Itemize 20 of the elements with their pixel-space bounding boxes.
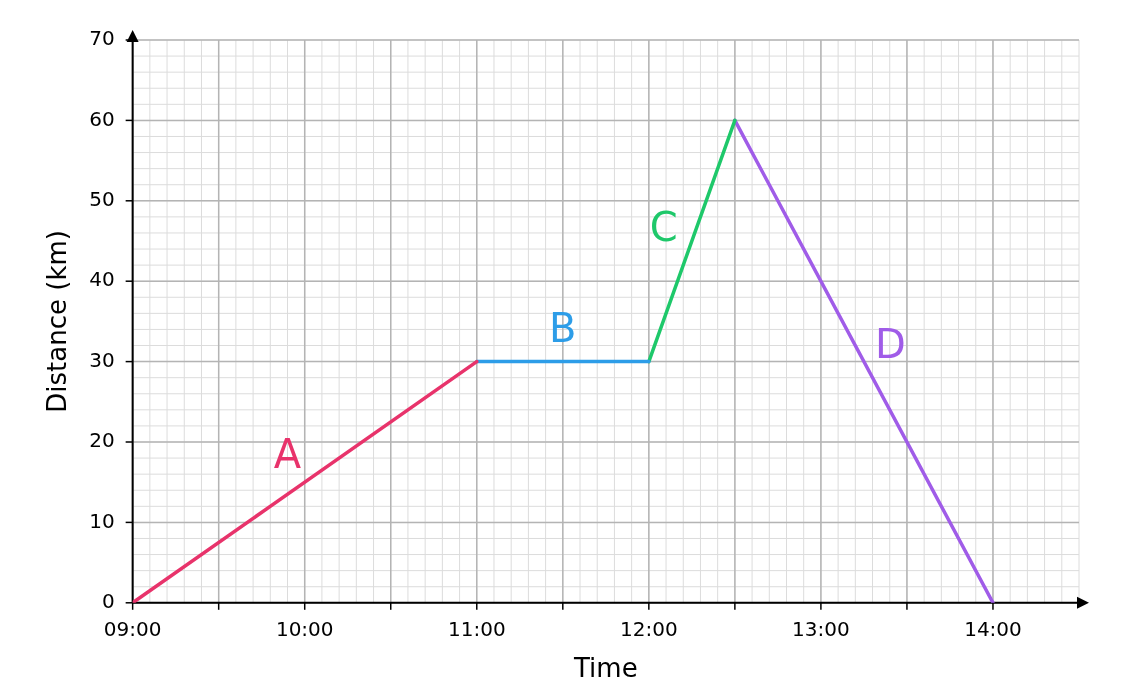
series-label: C [649,204,678,251]
x-tick-label: 09:00 [103,617,162,641]
series-label: D [874,320,906,367]
y-tick-label: 60 [89,106,115,131]
x-axis-title: Time [573,653,638,684]
y-tick-label: 30 [89,347,115,372]
y-axis-title: Distance (km) [42,230,73,413]
x-tick-label: 14:00 [964,617,1022,641]
series-label: B [549,304,577,351]
series-label: A [273,431,302,478]
y-tick-label: 40 [89,267,115,292]
x-tick-label: 10:00 [275,617,334,641]
y-tick-label: 50 [89,187,115,211]
x-tick-label: 13:00 [792,617,850,641]
y-tick-label: 70 [89,26,115,51]
x-tick-label: 12:00 [620,617,678,641]
x-tick-label: 11:00 [447,617,506,641]
y-tick-label: 20 [89,428,115,453]
y-tick-label: 0 [101,589,115,613]
y-tick-label: 10 [89,508,115,533]
